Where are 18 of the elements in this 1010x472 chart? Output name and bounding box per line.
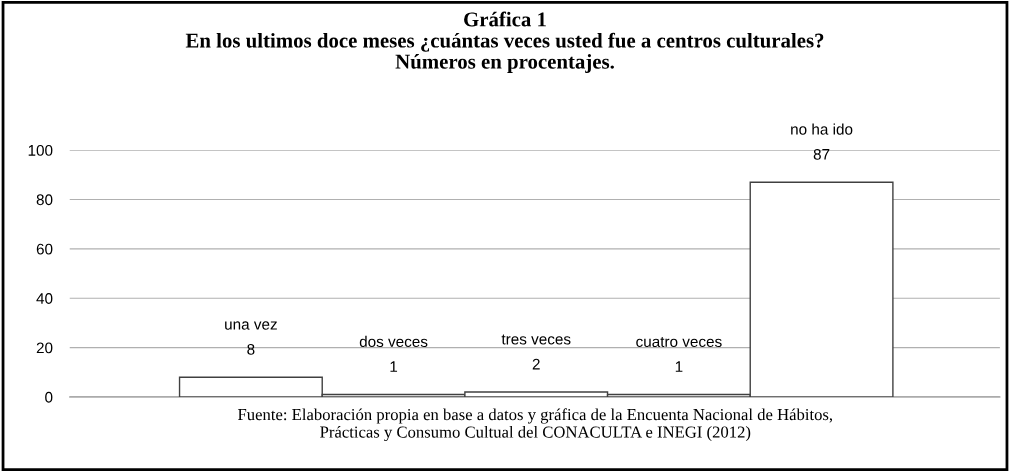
y-tick-label: 100: [28, 144, 53, 156]
data-label: 1: [390, 361, 398, 372]
y-tick-label: 80: [36, 194, 53, 206]
data-label: 1: [675, 361, 683, 372]
y-tick-label: 40: [36, 293, 53, 304]
y-tick-label: 60: [36, 243, 53, 255]
x-tick-label: dos veces: [359, 335, 428, 348]
data-label: 87: [813, 148, 830, 160]
y-tick-label: 20: [36, 342, 53, 354]
data-label: 8: [247, 343, 255, 355]
data-label: 2: [532, 358, 540, 370]
x-tick-label: cuatro veces: [636, 336, 722, 348]
y-tick-label: 0: [45, 391, 53, 403]
source-note: Fuente: Elaboración propia en base a datos y gráfica de la Encuenta Nacional de Hábitos, Prácticas y Consumo Cultual del CONACULTA e INEGI (2012): [237, 408, 833, 442]
x-tick-label: no ha ido: [791, 123, 853, 135]
x-tick-label: tres veces: [501, 334, 571, 345]
x-tick-label: una vez: [225, 321, 277, 330]
chart-title: Gráfica 1 En los ultimos doce meses ¿cuántas veces usted fue a centros culturales? Números en procentajes.: [185, 11, 824, 73]
